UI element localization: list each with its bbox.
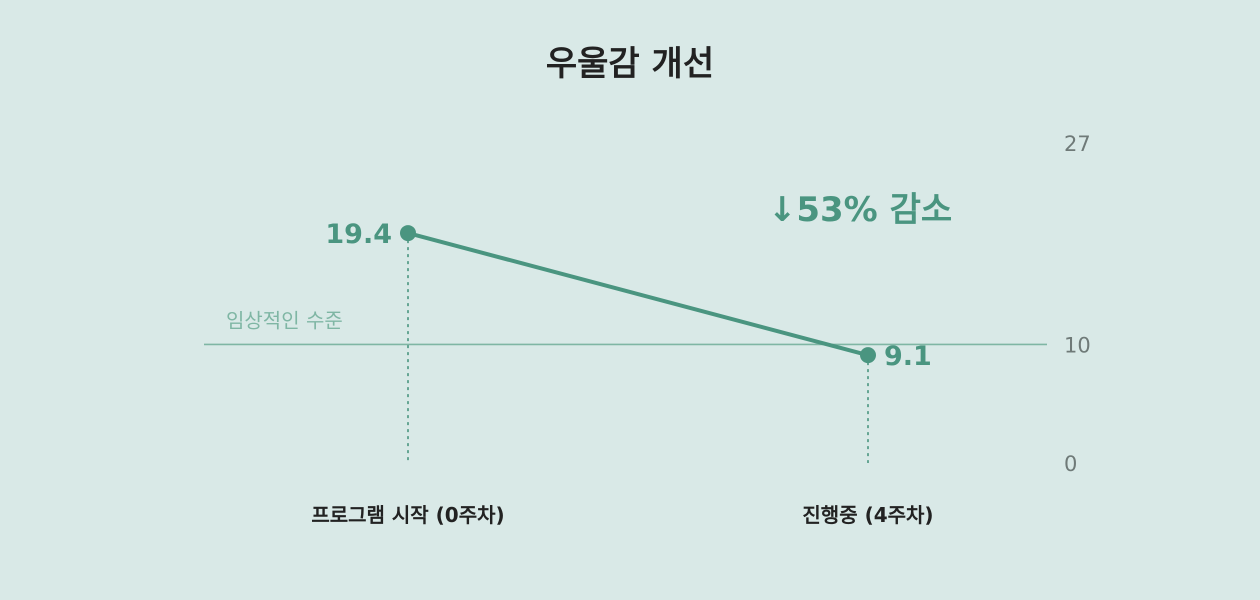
- data-label: 19.4: [325, 219, 392, 250]
- data-label: 9.1: [884, 341, 932, 372]
- chart-title: 우울감 개선: [546, 44, 714, 84]
- data-point: [400, 225, 416, 242]
- category-label: 진행중 (4주차): [802, 503, 933, 527]
- data-point: [860, 347, 876, 364]
- change-annotation: ↓53% 감소: [768, 190, 952, 230]
- reference-line-label: 임상적인 수준: [226, 308, 343, 332]
- series-line: [406, 231, 870, 358]
- y-tick-label: 27: [1064, 132, 1091, 156]
- category-label: 프로그램 시작 (0주차): [311, 503, 504, 527]
- y-tick-label: 0: [1064, 452, 1077, 476]
- y-tick-label: 10: [1064, 333, 1091, 357]
